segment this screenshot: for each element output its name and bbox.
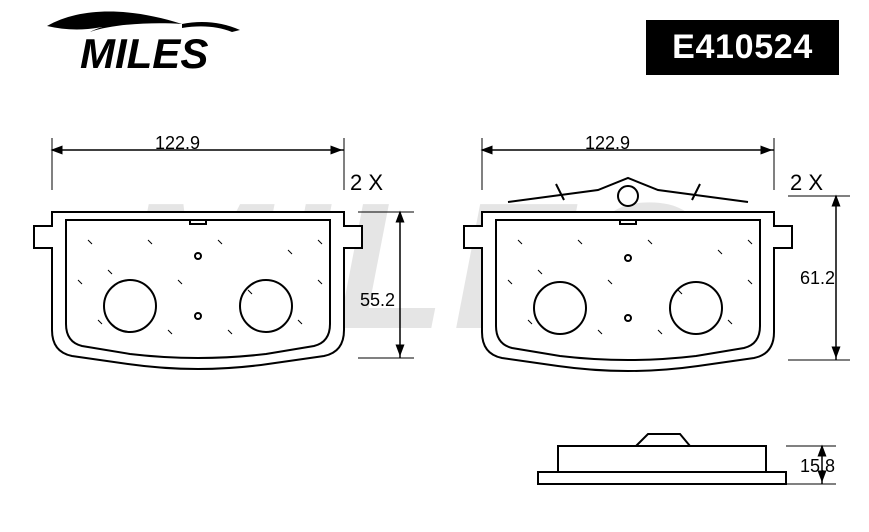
- right-pad-drawing: [448, 120, 868, 380]
- right-pad-outline: [464, 212, 792, 371]
- left-pad-outline: [34, 212, 362, 369]
- right-width-value: 122.9: [585, 133, 630, 154]
- right-qty-label: 2 X: [790, 170, 823, 196]
- left-width-value: 122.9: [155, 133, 200, 154]
- right-height-value: 61.2: [800, 268, 835, 289]
- profile-outline: [538, 434, 786, 484]
- left-qty-label: 2 X: [350, 170, 383, 196]
- part-number-badge: E410524: [646, 20, 839, 75]
- diagram-canvas: MILES MILES E410524: [0, 0, 869, 532]
- left-height-dimension: [358, 212, 414, 358]
- brand-logo: MILES: [42, 10, 272, 80]
- part-number: E410524: [672, 28, 813, 66]
- thickness-value: 15.8: [800, 456, 835, 477]
- wear-sensor-clip: [508, 178, 748, 206]
- left-pad-drawing: [18, 120, 428, 380]
- brand-name: MILES: [80, 30, 208, 77]
- left-height-value: 55.2: [360, 290, 395, 311]
